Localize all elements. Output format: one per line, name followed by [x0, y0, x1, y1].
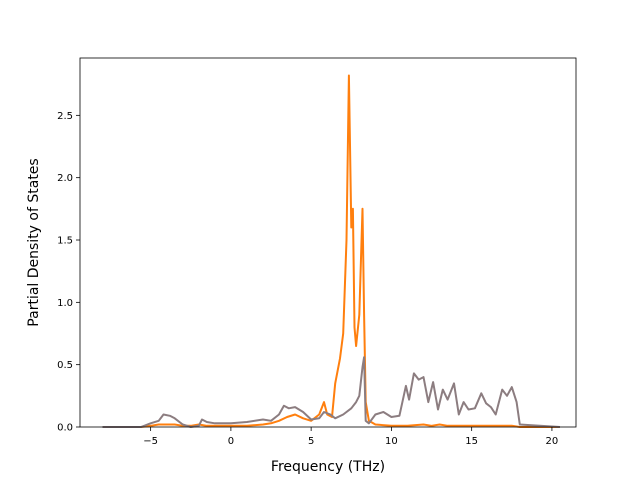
plot-area-frame — [79, 57, 577, 428]
x-tick-label: 0 — [228, 436, 234, 447]
x-tick-label: −5 — [143, 436, 158, 447]
x-tick-label: 5 — [308, 436, 314, 447]
y-tick-label: 1.0 — [57, 298, 73, 309]
series-layer — [102, 74, 560, 428]
y-tick-label: 0.5 — [57, 360, 73, 371]
x-tick-label: 20 — [546, 436, 559, 447]
y-tick-label: 0.0 — [57, 423, 73, 434]
series-line-2 — [102, 356, 560, 428]
y-axis-label: Partial Density of States — [26, 158, 42, 326]
x-tick-label: 15 — [465, 436, 478, 447]
y-tick-label: 2.5 — [57, 111, 73, 122]
x-axis-label: Frequency (THz) — [271, 459, 385, 475]
y-tick-label: 2.0 — [57, 173, 73, 184]
x-tick-label: 10 — [385, 436, 398, 447]
y-axis: 0.0 0.5 1.0 1.5 2.0 2.5 — [57, 111, 80, 434]
series-line-1 — [102, 74, 560, 428]
x-axis: −5 0 5 10 15 20 — [143, 427, 558, 447]
y-tick-label: 1.5 — [57, 236, 73, 247]
